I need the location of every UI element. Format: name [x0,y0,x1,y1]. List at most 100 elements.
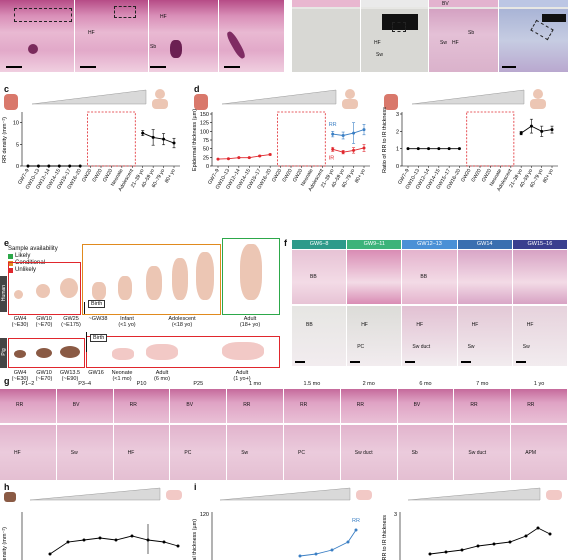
stage-header: GW12–13 [402,240,457,249]
histology-cell [511,425,567,480]
structure-label: Sw duct [412,344,431,350]
bb-label: BB [310,274,317,280]
y-tick-label: 0 [16,164,19,170]
data-point [268,153,272,157]
data-point [226,157,230,161]
data-point [314,552,318,556]
top-histology-strip-right: BV HF Sw HF Sw Sb [292,0,568,72]
y-tick-label: 150 [200,112,209,118]
human-stage-label: Adolescent (<18 yo) [168,316,196,328]
series-line [142,132,175,144]
adult-icon [533,89,543,99]
scale-bar [515,361,526,363]
data-point [258,154,262,158]
data-point [130,534,134,538]
data-point [78,164,82,168]
data-point [492,542,496,546]
embryo-icon [4,94,18,110]
y-tick-label: 50 [203,147,209,153]
y-tick-label: 2 [396,129,399,135]
data-point [162,137,166,141]
histology-cell [402,306,457,366]
data-point [141,131,145,135]
data-point [114,538,118,542]
histology-cell [56,425,113,480]
histology-cell [511,389,567,423]
data-point [331,132,335,136]
data-point [98,536,102,540]
scale-bar [502,66,516,68]
structure-label: RR [129,402,137,408]
structure-label: Sw [522,344,530,350]
hf-label: HF [452,40,459,46]
histology-cell [56,389,113,423]
stage-header: GW9–11 [347,240,402,249]
human-stage-label: GW4 (~E30) [11,316,29,328]
structure-label: HF [14,450,21,456]
sw-label: Sw [440,40,447,46]
birth-tag-human: Birth [88,300,106,308]
top-histology-strip-left: HF HF Sb [0,0,284,72]
series-label: RR [329,122,337,128]
data-point [176,544,180,548]
x-tick-label: 80+ yo [542,168,555,184]
data-point [66,540,70,544]
y-axis-label: Ratio of RR to IR thickness [382,515,388,560]
histology-cell [0,425,56,480]
data-point [151,135,155,139]
panel-label-f: f [284,238,287,248]
histology-cell [284,425,340,480]
data-point [536,526,540,530]
pig-stage-label: Adult (1 yo+) [233,370,251,382]
data-point [437,147,441,151]
data-point [68,164,72,168]
x-tick-label: 80+ yo [354,168,367,184]
structure-label: Sb [411,450,418,456]
pig-icon [166,490,182,500]
human-unlikely-box [8,262,81,315]
structure-label: PC [184,450,192,456]
age-header: 2 mo [362,381,375,387]
structure-label: RR [356,402,365,408]
histology-cell [292,306,347,366]
data-point [362,128,366,132]
data-point [508,540,512,544]
scale-bar [295,361,305,363]
y-tick-label: 0 [206,164,209,170]
histology-cell [347,306,402,366]
missing-data-box [87,111,136,167]
structure-label: RR [16,402,24,408]
embryo-icon [194,94,208,110]
birth-tag-pig: Birth [90,334,108,342]
human-likely-box [222,238,280,315]
data-point [447,147,451,151]
human-stage-label: GW25 (~E175) [61,316,81,328]
data-point [216,157,220,161]
scale-bar [224,66,240,68]
series-line [520,125,553,134]
histology-cell [0,389,56,423]
age-ramp [407,487,541,501]
embryo-icon [384,94,398,110]
panel-label-c: c [4,84,10,94]
scale-bar [80,66,96,68]
age-header: 1 yo [533,381,545,387]
pig-icon [546,490,562,500]
hf-label: HF [374,40,381,46]
structure-label: Sw duct [354,450,373,456]
panel-label-g: g [4,376,10,386]
bv-label: BV [442,1,449,7]
age-header: P10 [136,381,147,387]
structure-label: RR [470,402,478,408]
panel-label-d: d [194,84,200,94]
legend-item: Likely [8,253,58,260]
pig-likely-box [86,336,280,368]
age-ramp [411,89,525,105]
adult-icon [152,99,168,109]
legend-item: Unlikely [8,267,58,274]
data-point [162,540,166,544]
human-species-tag [0,276,7,312]
histology-cell [113,389,170,423]
